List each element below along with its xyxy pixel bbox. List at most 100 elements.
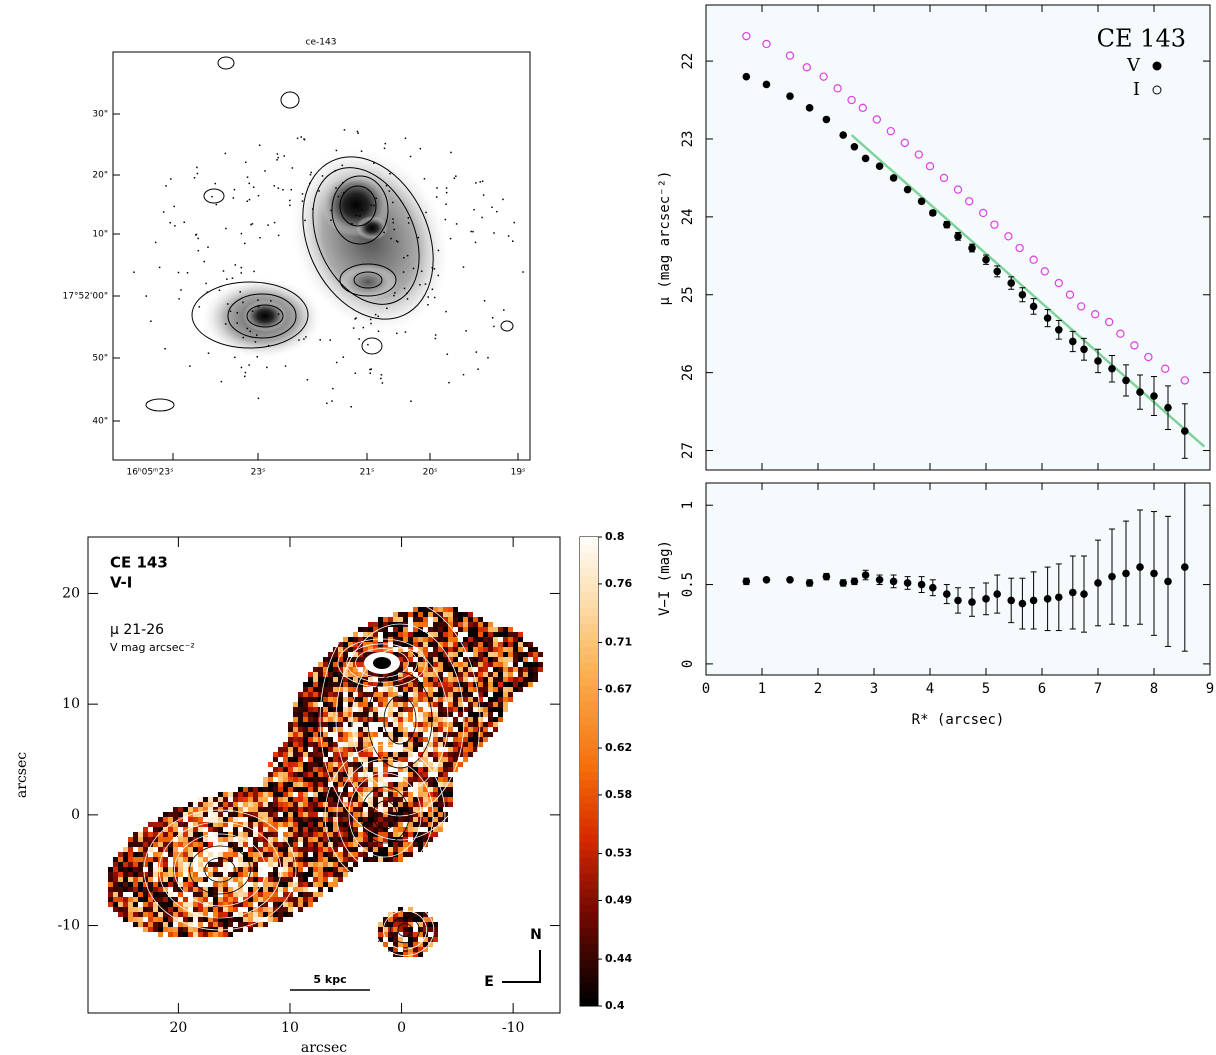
pixel — [303, 682, 308, 687]
pixel — [208, 842, 213, 847]
pixel — [408, 907, 413, 912]
pixel — [108, 877, 113, 882]
pixel — [383, 932, 388, 937]
pixel — [283, 782, 288, 787]
pixel — [243, 857, 248, 862]
pixel — [463, 697, 468, 702]
pixel — [478, 652, 483, 657]
pixel — [363, 652, 368, 657]
pixel — [163, 812, 168, 817]
pixel — [148, 867, 153, 872]
pixel — [333, 822, 338, 827]
point — [762, 39, 771, 49]
pixel — [188, 932, 193, 937]
pixel — [418, 687, 423, 692]
pixel — [233, 927, 238, 932]
pixel — [253, 807, 258, 812]
pixel — [458, 622, 463, 627]
pixel — [433, 812, 438, 817]
pixel — [213, 817, 218, 822]
noise-dot — [369, 368, 371, 371]
pixel — [198, 832, 203, 837]
pixel — [423, 942, 428, 947]
pixel — [403, 917, 408, 922]
pixel — [468, 752, 473, 757]
pixel — [353, 802, 358, 807]
pixel — [318, 887, 323, 892]
noise-dot — [470, 230, 472, 233]
pixel — [393, 822, 398, 827]
pixel — [393, 737, 398, 742]
pixel — [318, 777, 323, 782]
pixel — [173, 902, 178, 907]
pixel — [233, 852, 238, 857]
pixel — [508, 627, 513, 632]
pixel — [158, 837, 163, 842]
pixel — [378, 677, 383, 682]
pixel — [323, 707, 328, 712]
contour — [336, 758, 434, 872]
pixel — [523, 682, 528, 687]
pixel — [143, 832, 148, 837]
pixel — [248, 897, 253, 902]
pixel — [153, 892, 158, 897]
pixel — [303, 772, 308, 777]
pixel — [258, 922, 263, 927]
annotation: CE 143 — [110, 554, 168, 572]
pixel — [198, 827, 203, 832]
pixel — [338, 762, 343, 767]
pixel — [433, 932, 438, 937]
colorbar-tick-label: 0.49 — [605, 893, 632, 906]
noise-dot — [496, 210, 498, 213]
pixel — [138, 862, 143, 867]
pixel — [138, 877, 143, 882]
pixel — [248, 872, 253, 877]
noise-dot — [446, 353, 449, 355]
pixel — [378, 647, 383, 652]
pixel — [418, 917, 423, 922]
pixel — [428, 942, 433, 947]
pixel — [413, 642, 418, 647]
noise-dot — [245, 161, 247, 164]
pixel — [448, 677, 453, 682]
pixel — [198, 907, 203, 912]
pixel — [123, 867, 128, 872]
pixel — [278, 842, 283, 847]
pixel — [413, 627, 418, 632]
noise-dot — [321, 175, 324, 177]
pixel — [508, 687, 513, 692]
pixel — [118, 862, 123, 867]
pixel — [463, 677, 468, 682]
pixel — [373, 737, 378, 742]
pixel — [323, 797, 328, 802]
pixel — [423, 737, 428, 742]
pixel — [193, 917, 198, 922]
pixel — [383, 762, 388, 767]
noise-dot — [240, 272, 243, 274]
pixel — [493, 642, 498, 647]
pixel — [343, 772, 348, 777]
noise-dot — [290, 188, 293, 191]
pixel — [518, 682, 523, 687]
pixel — [448, 742, 453, 747]
pixel — [388, 712, 393, 717]
pixel — [328, 807, 333, 812]
pixel — [323, 772, 328, 777]
pixel — [438, 767, 443, 772]
colorbar-cell — [580, 771, 598, 780]
point — [819, 72, 828, 81]
pixel — [268, 897, 273, 902]
point — [982, 255, 990, 264]
pixel — [228, 892, 233, 897]
pixel — [483, 677, 488, 682]
noise-dot — [291, 167, 294, 169]
pixel — [233, 792, 238, 797]
pixel — [513, 642, 518, 647]
contour — [204, 857, 236, 883]
pixel — [358, 732, 363, 737]
pixel — [268, 882, 273, 887]
point — [1080, 590, 1088, 598]
pixel — [413, 692, 418, 697]
y-axis-label: μ (mag arcsec⁻²) — [657, 171, 673, 306]
pixel — [213, 887, 218, 892]
